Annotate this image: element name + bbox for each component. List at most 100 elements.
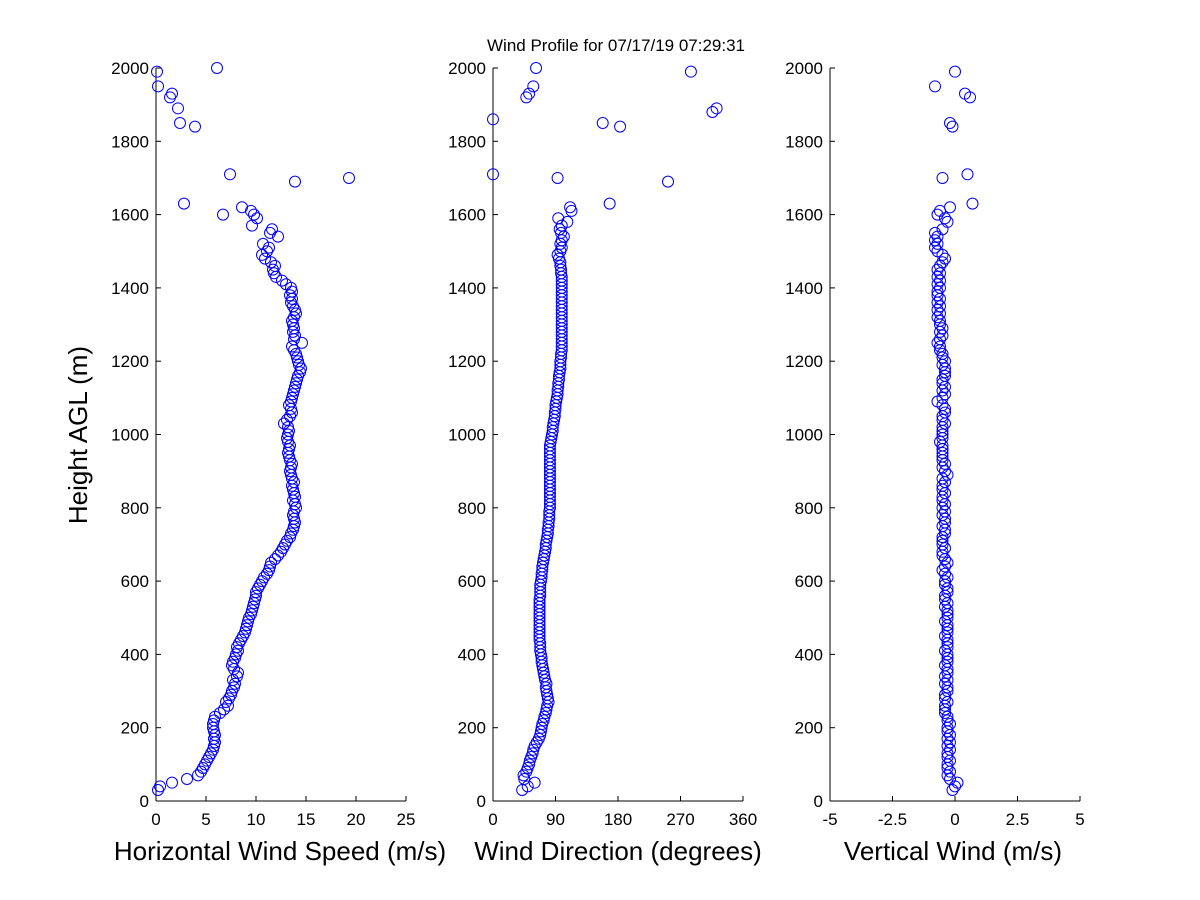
vertical-data-point <box>941 597 954 610</box>
vertical-data-point <box>944 729 956 742</box>
speed-data-point <box>286 391 298 404</box>
vertical-data-point <box>944 736 956 749</box>
speed-data-point <box>284 454 296 467</box>
vertical-data-point <box>941 740 954 753</box>
vertical-data-point <box>939 476 951 489</box>
vertical-data-point <box>931 237 944 250</box>
speed-ytick-label: 400 <box>121 645 149 664</box>
vertical-data-point <box>939 369 951 382</box>
vertical-data-point <box>939 512 951 525</box>
speed-data-point <box>172 102 184 115</box>
vertical-data-point <box>939 505 951 518</box>
speed-data-point <box>264 560 276 573</box>
speed-data-point <box>269 259 281 272</box>
speed-data-point <box>214 707 226 720</box>
vertical-data-point <box>939 465 951 478</box>
vertical-data-point <box>944 773 956 786</box>
vertical-data-point <box>941 215 954 228</box>
vertical-data-point <box>939 402 951 415</box>
direction-ytick-label: 1000 <box>448 426 486 445</box>
vertical-data-point <box>939 457 951 470</box>
speed-ytick-label: 0 <box>140 792 149 811</box>
y-axis-label: Height AGL (m) <box>63 346 93 524</box>
direction-data-point <box>523 758 536 771</box>
speed-data-point <box>263 564 275 577</box>
vertical-data-point <box>966 197 979 210</box>
direction-data-point <box>710 102 723 115</box>
vertical-data-point <box>934 314 946 327</box>
vertical-xtick-label: 5 <box>1075 810 1084 829</box>
direction-ytick-label: 800 <box>458 499 486 518</box>
direction-data-point <box>684 65 697 78</box>
vertical-data-point <box>939 355 951 368</box>
vertical-data-point <box>931 230 944 243</box>
vertical-data-point <box>936 428 949 441</box>
vertical-data-point <box>931 263 944 276</box>
speed-xtick-label: 15 <box>297 810 316 829</box>
direction-data-point <box>554 259 567 272</box>
speed-data-point <box>209 729 221 742</box>
speed-data-point <box>189 120 201 133</box>
vertical-data-point <box>934 281 946 294</box>
speed-xtick-label: 20 <box>347 810 366 829</box>
vertical-data-point <box>939 707 951 720</box>
speed-data-point <box>286 472 298 485</box>
speed-data-point <box>292 355 304 368</box>
vertical-x-axis-label: Vertical Wind (m/s) <box>844 836 1062 866</box>
vertical-ytick-label: 200 <box>795 719 823 738</box>
speed-data-point <box>287 388 299 401</box>
speed-data-point <box>281 413 293 426</box>
vertical-data-point <box>929 80 941 93</box>
vertical-data-point <box>941 710 954 723</box>
vertical-data-point <box>939 417 951 430</box>
speed-data-point <box>284 465 296 478</box>
vertical-data-point <box>931 303 944 316</box>
direction-xtick-label: 360 <box>729 810 757 829</box>
direction-ytick-label: 600 <box>458 572 486 591</box>
direction-data-point <box>551 248 564 261</box>
speed-xtick-label: 5 <box>201 810 210 829</box>
speed-data-point <box>166 87 178 100</box>
vertical-data-point <box>944 718 956 731</box>
speed-x-axis-label: Horizontal Wind Speed (m/s) <box>114 836 446 866</box>
vertical-data-point <box>941 611 954 624</box>
speed-data-point <box>272 230 284 243</box>
vertical-data-point <box>949 780 961 793</box>
speed-data-point <box>192 769 204 782</box>
vertical-data-point <box>931 285 944 298</box>
vertical-data-point <box>939 560 951 573</box>
vertical-data-point <box>939 659 951 672</box>
direction-data-point <box>530 62 543 74</box>
speed-ytick-label: 1000 <box>111 426 149 445</box>
vertical-data-point <box>936 322 949 335</box>
speed-data-point <box>286 285 298 298</box>
vertical-data-point <box>939 677 951 690</box>
speed-data-point <box>245 608 257 621</box>
speed-data-point <box>265 256 277 269</box>
speed-ytick-label: 600 <box>121 572 149 591</box>
direction-data-point <box>528 776 541 789</box>
vertical-data-point <box>939 692 951 705</box>
direction-data-point <box>535 721 548 734</box>
direction-data-point <box>518 773 531 786</box>
speed-data-point <box>232 666 244 679</box>
direction-data-point <box>523 87 536 100</box>
direction-data-point <box>551 171 564 184</box>
speed-data-point <box>248 208 260 221</box>
speed-data-point <box>178 197 190 210</box>
speed-xtick-label: 0 <box>151 810 160 829</box>
panel-direction: 0 200 400 600 800 1000 1200 1400 1600 1800 2000 0 90… <box>448 59 762 866</box>
vertical-ytick-label: 400 <box>795 645 823 664</box>
vertical-data-point <box>941 655 954 668</box>
speed-data-point <box>290 377 302 390</box>
direction-data-point <box>520 91 533 104</box>
vertical-xtick-label: -2.5 <box>878 810 907 829</box>
vertical-data-point <box>939 362 951 375</box>
vertical-ytick-label: 1600 <box>785 206 823 225</box>
direction-data-point <box>537 714 550 727</box>
direction-data-point <box>614 120 627 133</box>
vertical-data-point <box>944 765 956 778</box>
speed-data-point <box>225 688 237 701</box>
direction-data-point <box>564 201 577 214</box>
